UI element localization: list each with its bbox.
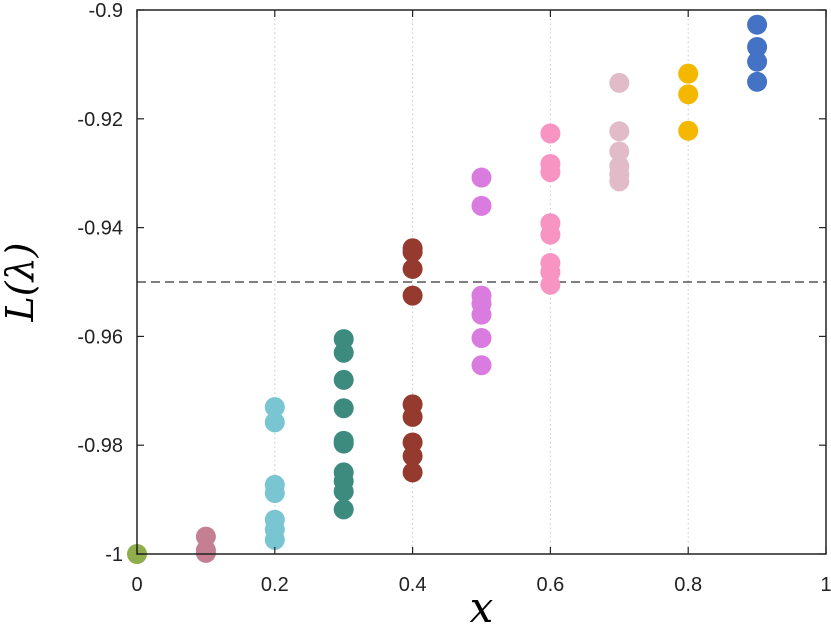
data-point — [678, 84, 699, 105]
data-point — [471, 167, 492, 188]
data-point — [402, 285, 423, 306]
x-tick-label: 1 — [820, 574, 831, 596]
data-points — [127, 14, 768, 564]
data-point — [471, 328, 492, 349]
data-point — [264, 529, 285, 550]
plot-frame — [136, 9, 827, 555]
data-point — [402, 446, 423, 467]
data-point — [333, 433, 354, 454]
data-point — [540, 123, 561, 144]
data-point — [402, 242, 423, 263]
data-point — [333, 398, 354, 419]
data-point — [333, 481, 354, 502]
data-point — [471, 304, 492, 325]
data-point — [609, 72, 630, 93]
data-point — [540, 274, 561, 295]
data-point — [747, 51, 768, 72]
data-point — [747, 36, 768, 57]
data-point — [402, 258, 423, 279]
tick-labels: 0 0.2 0.4 0.6 0.8 1 -1 -0.98 -0.96 -0.94 -0.92 -0.9 — [77, 0, 831, 596]
y-tick-label: -1 — [105, 544, 123, 566]
y-tick-label: -0.94 — [77, 218, 123, 240]
y-tick-label: -0.96 — [77, 326, 123, 348]
data-point — [540, 224, 561, 245]
data-point — [609, 171, 630, 192]
x-tick-label: 0.4 — [399, 574, 427, 596]
data-point — [471, 195, 492, 216]
data-point — [333, 369, 354, 390]
axis-ticks — [136, 9, 827, 555]
data-point — [402, 406, 423, 427]
data-point — [264, 412, 285, 433]
data-point — [747, 14, 768, 35]
x-tick-label: 0.6 — [536, 574, 564, 596]
x-tick-label: 0.2 — [261, 574, 289, 596]
data-point — [747, 71, 768, 92]
data-point — [264, 483, 285, 504]
y-axis-label: L(λ) — [0, 243, 42, 323]
data-point — [678, 63, 699, 84]
data-point — [333, 342, 354, 363]
data-point — [195, 542, 216, 563]
y-tick-label: -0.98 — [77, 435, 123, 457]
x-tick-label: 0.8 — [674, 574, 702, 596]
data-point — [264, 397, 285, 418]
x-axis-label: x — [470, 583, 494, 632]
y-tick-label: -0.92 — [77, 109, 123, 131]
x-tick-label: 0 — [131, 574, 142, 596]
data-point — [540, 162, 561, 183]
data-point — [678, 120, 699, 141]
y-tick-label: -0.9 — [89, 0, 123, 22]
data-point — [609, 121, 630, 142]
data-point — [471, 355, 492, 376]
data-point — [402, 462, 423, 483]
data-point — [609, 141, 630, 162]
data-point — [333, 499, 354, 520]
